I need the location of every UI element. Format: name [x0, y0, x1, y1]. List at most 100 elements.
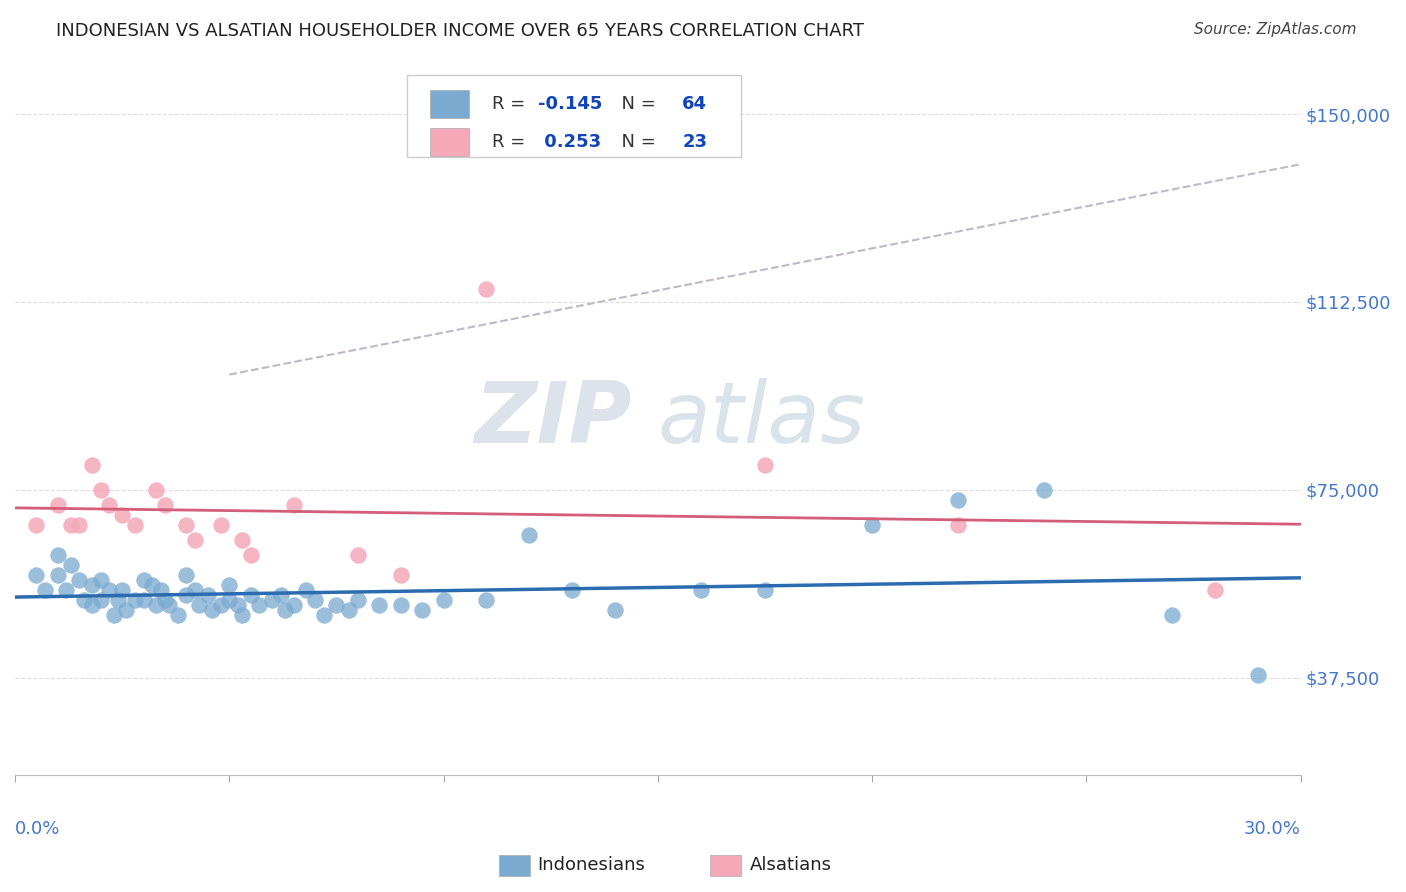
Point — [103, 608, 125, 623]
Point — [218, 578, 240, 592]
Point — [517, 528, 540, 542]
Point — [98, 582, 121, 597]
Point — [124, 593, 146, 607]
Point — [141, 578, 163, 592]
Point — [67, 517, 90, 532]
Point — [239, 588, 262, 602]
Point — [946, 517, 969, 532]
Text: atlas: atlas — [658, 378, 866, 461]
Point — [432, 593, 454, 607]
Point — [262, 593, 284, 607]
Point — [347, 593, 370, 607]
Point — [754, 458, 776, 472]
Point — [239, 548, 262, 562]
Point — [389, 568, 412, 582]
Point — [946, 492, 969, 507]
Text: 23: 23 — [682, 133, 707, 151]
Point — [226, 598, 249, 612]
Point — [82, 598, 104, 612]
Text: Alsatians: Alsatians — [749, 856, 831, 874]
Point — [1161, 608, 1184, 623]
Text: -0.145: -0.145 — [538, 95, 603, 113]
Point — [59, 558, 82, 572]
Point — [72, 593, 94, 607]
Text: INDONESIAN VS ALSATIAN HOUSEHOLDER INCOME OVER 65 YEARS CORRELATION CHART: INDONESIAN VS ALSATIAN HOUSEHOLDER INCOM… — [56, 22, 865, 40]
Point — [82, 578, 104, 592]
Text: ZIP: ZIP — [474, 378, 633, 461]
Text: R =: R = — [492, 95, 531, 113]
Point — [1204, 582, 1226, 597]
Point — [475, 593, 498, 607]
Point — [411, 603, 433, 617]
Point — [561, 582, 583, 597]
Point — [188, 598, 211, 612]
Point — [209, 598, 232, 612]
Point — [368, 598, 391, 612]
Point — [90, 483, 112, 497]
Point — [124, 517, 146, 532]
Point — [283, 498, 305, 512]
Point — [184, 533, 207, 547]
Point — [218, 593, 240, 607]
Bar — [430, 90, 468, 119]
Point — [603, 603, 626, 617]
Point — [145, 483, 167, 497]
Point — [157, 598, 180, 612]
Point — [176, 517, 198, 532]
Point — [231, 533, 253, 547]
Point — [247, 598, 270, 612]
Text: 30.0%: 30.0% — [1244, 821, 1301, 838]
Point — [67, 573, 90, 587]
Point — [111, 582, 134, 597]
Point — [1032, 483, 1054, 497]
Point — [689, 582, 711, 597]
Point — [132, 593, 155, 607]
Point — [312, 608, 335, 623]
Point — [295, 582, 318, 597]
Point — [145, 598, 167, 612]
Text: 0.0%: 0.0% — [15, 821, 60, 838]
Point — [46, 498, 69, 512]
Point — [25, 568, 48, 582]
Point — [25, 517, 48, 532]
Point — [754, 582, 776, 597]
Point — [107, 593, 129, 607]
Point — [270, 588, 292, 602]
Point — [132, 573, 155, 587]
Point — [153, 498, 176, 512]
Point — [389, 598, 412, 612]
Bar — [408, 75, 741, 156]
Point — [111, 508, 134, 522]
Text: N =: N = — [610, 95, 662, 113]
Text: 0.253: 0.253 — [538, 133, 602, 151]
Point — [153, 593, 176, 607]
Point — [82, 458, 104, 472]
Point — [176, 568, 198, 582]
Point — [46, 568, 69, 582]
Point — [274, 603, 297, 617]
Text: R =: R = — [492, 133, 531, 151]
Text: Indonesians: Indonesians — [537, 856, 645, 874]
Point — [149, 582, 172, 597]
Point — [176, 588, 198, 602]
Point — [1247, 668, 1270, 682]
Point — [59, 517, 82, 532]
Text: Source: ZipAtlas.com: Source: ZipAtlas.com — [1194, 22, 1357, 37]
Point — [90, 593, 112, 607]
Text: N =: N = — [610, 133, 662, 151]
Point — [184, 582, 207, 597]
Point — [98, 498, 121, 512]
Point — [209, 517, 232, 532]
Point — [115, 603, 138, 617]
Point — [90, 573, 112, 587]
Point — [283, 598, 305, 612]
Point — [46, 548, 69, 562]
Point — [201, 603, 224, 617]
Point — [166, 608, 188, 623]
Point — [347, 548, 370, 562]
Point — [325, 598, 347, 612]
Point — [475, 283, 498, 297]
Point — [860, 517, 883, 532]
Point — [55, 582, 77, 597]
Point — [34, 582, 56, 597]
